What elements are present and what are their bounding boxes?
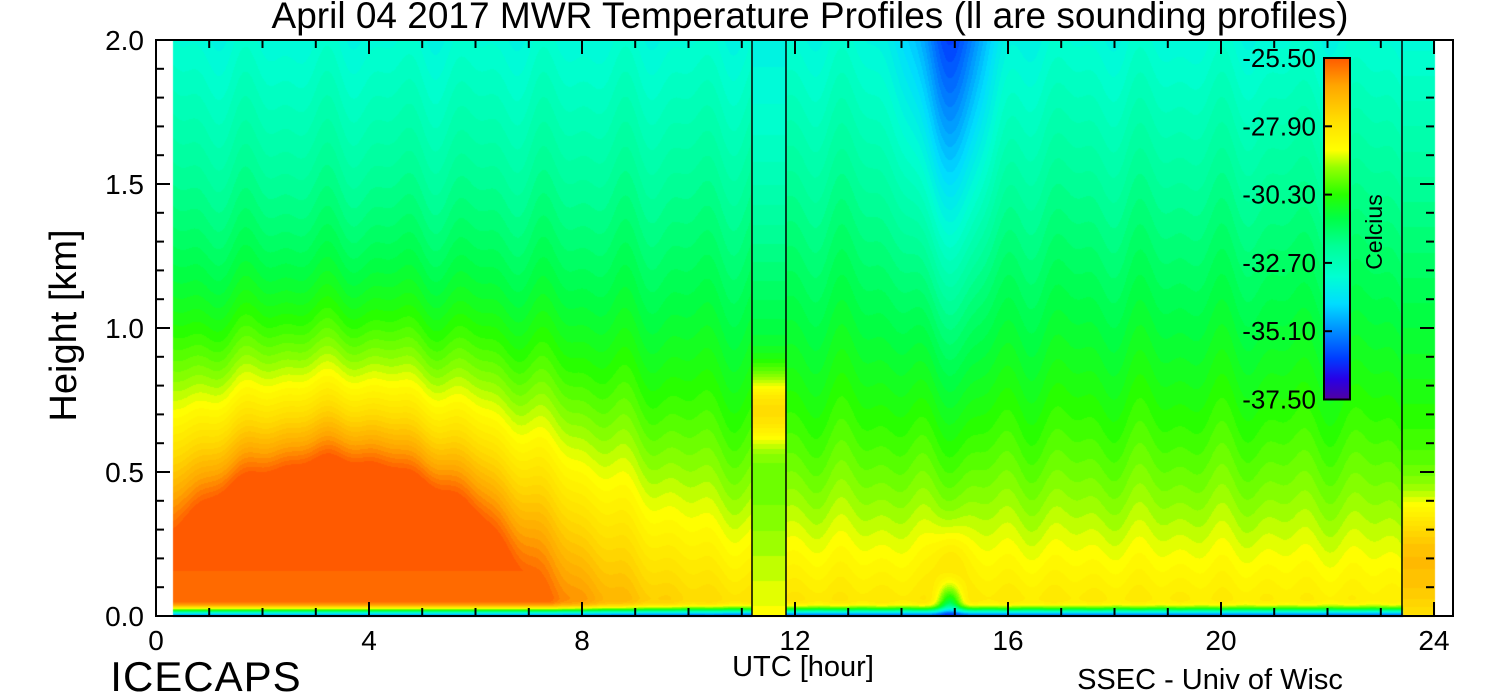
svg-text:-35.10: -35.10 bbox=[1242, 316, 1316, 346]
svg-text:0.0: 0.0 bbox=[105, 601, 144, 632]
svg-text:8: 8 bbox=[574, 625, 590, 656]
svg-text:2.0: 2.0 bbox=[105, 25, 144, 56]
svg-text:April 04 2017 MWR Temperature: April 04 2017 MWR Temperature Profiles (… bbox=[272, 0, 1349, 36]
svg-text:-27.90: -27.90 bbox=[1242, 111, 1316, 141]
svg-text:0: 0 bbox=[148, 625, 164, 656]
svg-text:-37.50: -37.50 bbox=[1242, 385, 1316, 415]
svg-text:-30.30: -30.30 bbox=[1242, 180, 1316, 210]
svg-text:4: 4 bbox=[361, 625, 377, 656]
svg-text:20: 20 bbox=[1205, 625, 1236, 656]
svg-text:UTC [hour]: UTC [hour] bbox=[732, 651, 874, 683]
svg-text:-32.70: -32.70 bbox=[1242, 248, 1316, 278]
svg-text:0.5: 0.5 bbox=[105, 457, 144, 488]
svg-text:1.5: 1.5 bbox=[105, 169, 144, 200]
svg-text:-25.50: -25.50 bbox=[1242, 43, 1316, 73]
svg-text:Height [km]: Height [km] bbox=[43, 229, 85, 421]
svg-text:Celcius: Celcius bbox=[1361, 194, 1387, 269]
svg-text:ICECAPS: ICECAPS bbox=[110, 653, 301, 700]
svg-text:SSEC - Univ of Wisc: SSEC - Univ of Wisc bbox=[1077, 664, 1343, 696]
svg-text:16: 16 bbox=[992, 625, 1023, 656]
svg-text:1.0: 1.0 bbox=[105, 313, 144, 344]
svg-text:24: 24 bbox=[1418, 625, 1449, 656]
